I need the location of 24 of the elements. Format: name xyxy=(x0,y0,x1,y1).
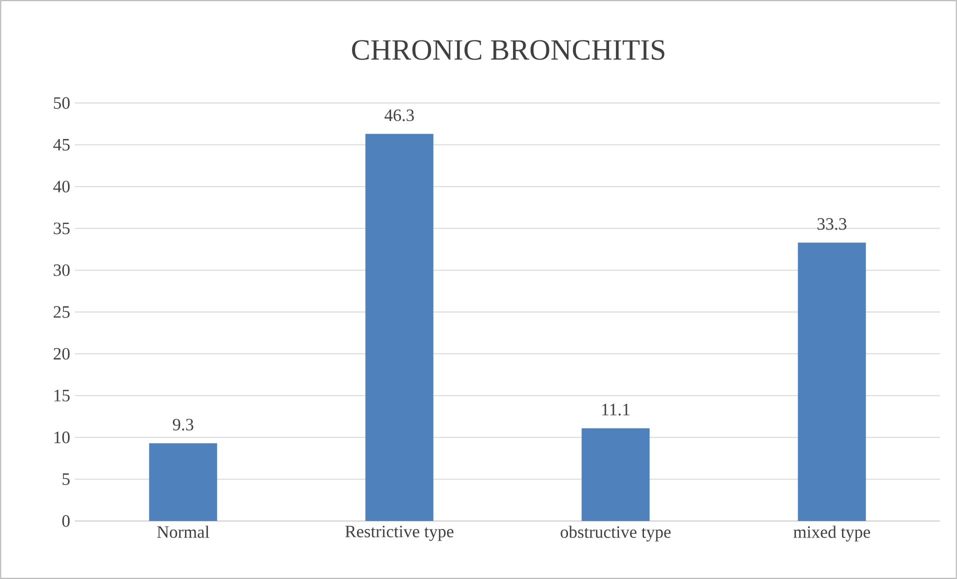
x-tick-label: mixed type xyxy=(793,526,870,542)
y-tick-label: 5 xyxy=(62,473,70,485)
y-tick-label: 10 xyxy=(54,432,70,444)
y-tick-label: 15 xyxy=(54,390,70,402)
y-tick-label: 40 xyxy=(53,180,70,192)
x-tick-label: Restrictive type xyxy=(345,526,454,541)
data-label: 33.3 xyxy=(818,218,846,230)
bar xyxy=(365,134,434,521)
y-tick-label: 35 xyxy=(54,222,70,234)
data-label: 9.3 xyxy=(172,418,194,431)
y-tick-label: 50 xyxy=(54,97,70,109)
bar xyxy=(149,443,218,521)
y-tick-label: 0 xyxy=(62,515,70,527)
chart-title: CHRONIC BRONCHITIS xyxy=(352,40,664,60)
data-label: 46.3 xyxy=(384,109,414,122)
y-tick-label: 45 xyxy=(53,139,70,151)
y-tick-label: 25 xyxy=(54,306,70,318)
bar xyxy=(582,428,650,521)
data-label: 11.1 xyxy=(602,404,630,416)
bar xyxy=(798,242,866,521)
y-tick-label: 30 xyxy=(54,264,70,276)
y-tick-label: 20 xyxy=(54,348,70,360)
x-tick-label: Normal xyxy=(157,526,210,538)
x-tick-label: obstructive type xyxy=(560,526,671,542)
